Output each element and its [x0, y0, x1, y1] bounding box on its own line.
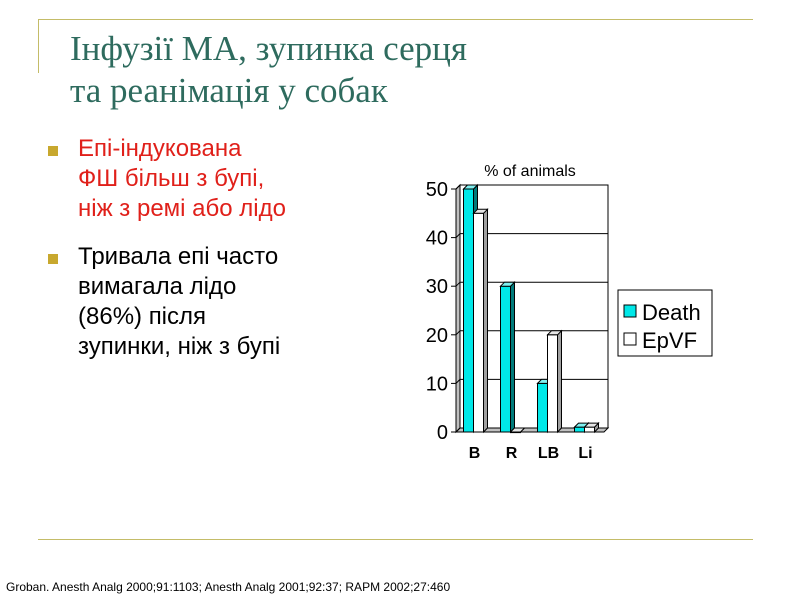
y-tick-label: 50: [426, 179, 448, 201]
bar-death-r: [500, 285, 511, 433]
reference-text: Groban. Anesth Analg 2000;91:1103; Anest…: [6, 580, 451, 594]
x-tick-label: Li: [578, 445, 592, 462]
title-line-2: та реанімація у собак: [70, 71, 388, 110]
slide-title: Інфузії МА, зупинка серця та реанімація …: [70, 28, 467, 112]
y-tick-label: 40: [426, 228, 448, 250]
bar-top-death-r: [499, 281, 516, 287]
bar-chart: 0 10 20 30 40 50 B R LB Li % of animals Death EpVF: [426, 163, 713, 462]
x-tick-label: R: [506, 445, 518, 462]
bar-epvf-lb: [547, 334, 558, 433]
bar-side-death-r: [510, 280, 515, 434]
bar-side-epvf-b: [483, 208, 488, 434]
chart-title: % of animals: [484, 163, 576, 180]
bar-death-b: [463, 188, 474, 433]
y-tick-label: 0: [437, 422, 448, 444]
bar-top-epvf-li: [583, 422, 600, 428]
bullet-item-1: Епі-індукована ФШ більш з бупі, ніж з ре…: [46, 134, 376, 224]
legend-swatch-epvf: [623, 332, 637, 346]
legend-label-epvf: EpVF: [642, 328, 697, 353]
y-tick-label: 20: [426, 325, 448, 347]
bar-side-epvf-lb: [557, 329, 562, 434]
bullet-square-icon: [48, 146, 58, 156]
gridline: [455, 184, 608, 190]
bar-top-epvf-r: [509, 427, 526, 433]
top-rule: [38, 19, 753, 20]
legend-swatch-death: [623, 304, 637, 318]
x-tick-label: LB: [538, 445, 559, 462]
title-line-1: Інфузії МА, зупинка серця: [70, 29, 467, 68]
bullet-text-2: Тривала епі часто вимагала лідо (86%) пі…: [78, 243, 281, 360]
bar-top-epvf-b: [472, 208, 489, 214]
x-tick-label: B: [469, 445, 481, 462]
bullet-square-icon: [48, 254, 58, 264]
plot-side-wall: [455, 183, 461, 434]
bar-top-death-b: [462, 184, 479, 190]
gridline: [455, 281, 608, 287]
bar-top-epvf-lb: [546, 330, 563, 336]
bar-epvf-li: [584, 426, 595, 433]
bar-epvf-b: [473, 212, 484, 433]
bottom-rule: [38, 539, 753, 540]
y-tick-label: 10: [426, 373, 448, 395]
bar-death-lb: [537, 382, 548, 433]
gridline: [455, 233, 608, 238]
bullet-item-2: Тривала епі часто вимагала лідо (86%) пі…: [46, 242, 376, 362]
bullet-text-1: Епі-індукована ФШ більш з бупі, ніж з ре…: [78, 135, 286, 222]
bar-death-li: [574, 426, 585, 433]
left-rule: [38, 19, 39, 73]
legend-label-death: Death: [642, 300, 701, 325]
bullet-list: Епі-індукована ФШ більш з бупі, ніж з ре…: [46, 134, 376, 380]
y-tick-label: 30: [426, 276, 448, 298]
